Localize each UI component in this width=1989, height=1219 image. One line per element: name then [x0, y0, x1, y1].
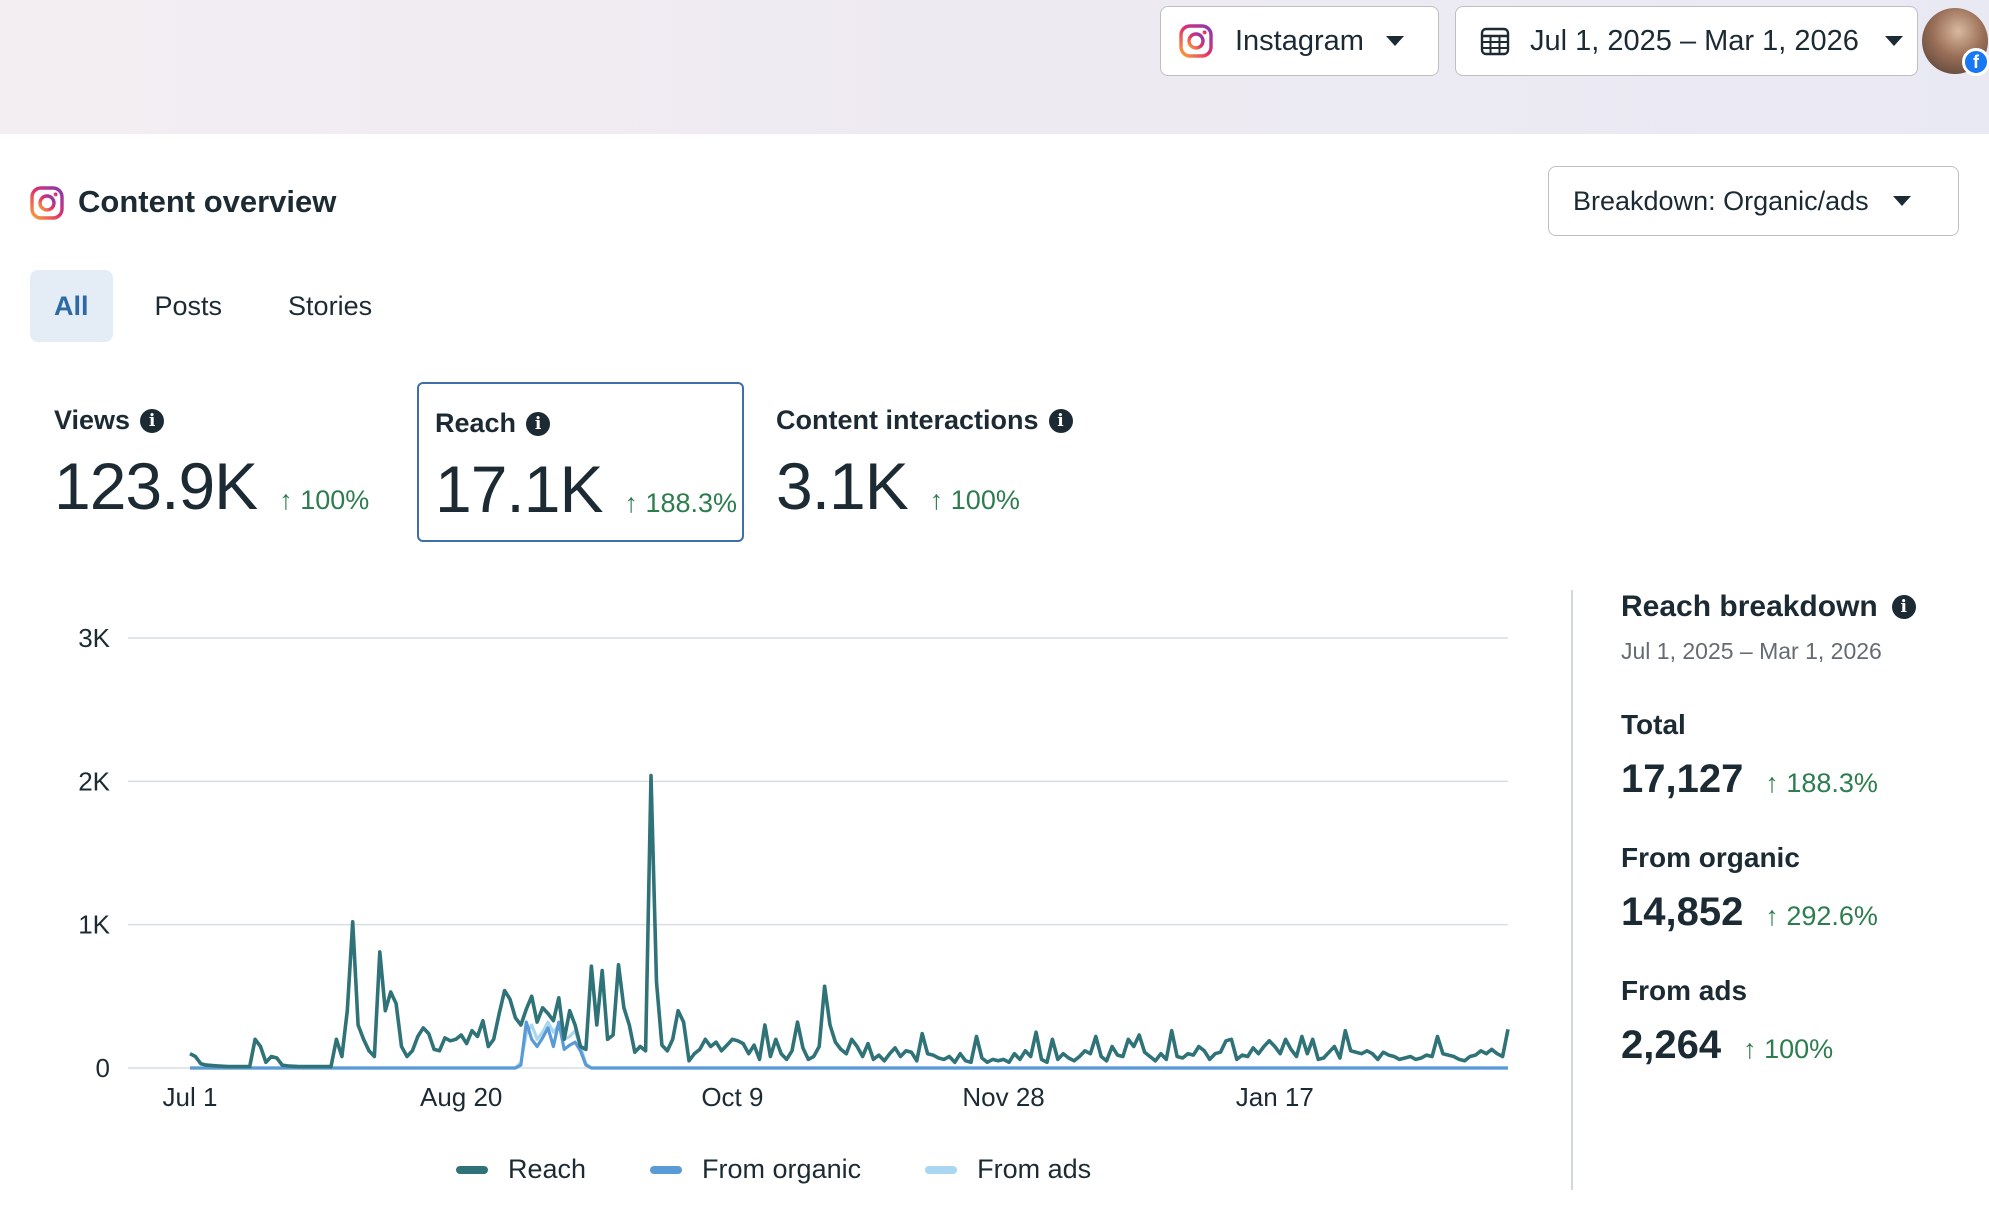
reach-metric-card[interactable]: Reach i 17.1K ↑ 188.3% [417, 382, 744, 542]
reach-value: 17.1K [435, 452, 603, 526]
total-value: 17,127 [1621, 757, 1744, 801]
reach-delta: ↑ 188.3% [624, 488, 738, 518]
instagram-icon [1179, 24, 1213, 58]
y-tick-label: 3K [78, 623, 110, 653]
x-tick-label: Nov 28 [962, 1082, 1044, 1112]
tab-stories[interactable]: Stories [288, 290, 373, 321]
interactions-metric-card[interactable]: Content interactions i 3.1K ↑ 100% [776, 405, 1073, 524]
legend-reach[interactable]: Reach [508, 1154, 587, 1184]
organic-label: From organic [1621, 842, 1800, 873]
organic-value: 14,852 [1621, 890, 1744, 934]
legend-swatch-ads [925, 1165, 958, 1174]
chevron-down-icon [1892, 196, 1911, 206]
reach-label: Reach [435, 408, 517, 438]
breakdown-title: Reach breakdown [1621, 590, 1878, 623]
facebook-icon: f [1962, 48, 1989, 76]
legend-ads[interactable]: From ads [977, 1154, 1092, 1184]
views-label: Views [54, 405, 131, 435]
instagram-icon [30, 186, 64, 225]
reach-breakdown-panel: Reach breakdown i Jul 1, 2025 – Mar 1, 20… [1621, 590, 1961, 1068]
x-tick-label: Jul 1 [163, 1082, 218, 1112]
calendar-icon [1480, 26, 1510, 56]
ads-label: From ads [1621, 975, 1748, 1006]
date-range-picker[interactable]: Jul 1, 2025 – Mar 1, 2026 [1455, 6, 1918, 76]
tab-posts[interactable]: Posts [154, 290, 223, 321]
y-tick-label: 0 [96, 1053, 110, 1083]
info-icon[interactable]: i [1048, 408, 1073, 433]
info-icon[interactable]: i [526, 411, 551, 436]
interactions-delta: ↑ 100% [929, 485, 1020, 515]
total-delta: ↑ 188.3% [1765, 768, 1878, 798]
interactions-value: 3.1K [776, 449, 909, 523]
interactions-label: Content interactions [776, 405, 1039, 435]
ads-value: 2,264 [1621, 1023, 1722, 1067]
breakdown-selector[interactable]: Breakdown: Organic/ads [1548, 166, 1959, 236]
views-metric-card[interactable]: Views i 123.9K ↑ 100% [54, 405, 369, 524]
platform-label: Instagram [1235, 24, 1364, 57]
breakdown-date-range: Jul 1, 2025 – Mar 1, 2026 [1621, 638, 1882, 664]
breakdown-label: Breakdown: Organic/ads [1573, 185, 1869, 216]
organic-delta: ↑ 292.6% [1765, 901, 1878, 931]
legend-swatch-reach [456, 1165, 488, 1174]
x-tick-label: Jan 17 [1236, 1082, 1314, 1112]
y-tick-label: 2K [78, 766, 110, 796]
content-tabs: All Posts Stories [30, 270, 414, 342]
series-line-from-organic[interactable] [190, 1020, 1508, 1070]
chart-legend: Reach From organic From ads [456, 1154, 1091, 1185]
top-bar: Instagram Jul 1, 2025 – Mar 1, 2026 f [0, 0, 1989, 134]
total-label: Total [1621, 709, 1686, 740]
legend-swatch-organic [650, 1165, 683, 1174]
y-tick-label: 1K [78, 910, 110, 940]
ads-delta: ↑ 100% [1743, 1034, 1834, 1064]
chevron-down-icon [1884, 36, 1903, 46]
content-overview-panel [0, 134, 1989, 1219]
series-line-reach[interactable] [189, 773, 1510, 1069]
x-tick-label: Aug 20 [420, 1082, 502, 1112]
reach-line-chart[interactable]: 0 1K 2K 3K Jul 1 Aug 20 Oct 9 Nov 28 Jan 17 [0, 600, 1540, 1180]
x-tick-label: Oct 9 [701, 1082, 763, 1112]
views-delta: ↑ 100% [279, 485, 370, 515]
page-title: Content overview [78, 184, 337, 219]
info-icon[interactable]: i [140, 408, 165, 433]
platform-selector[interactable]: Instagram [1160, 6, 1439, 76]
legend-organic[interactable]: From organic [702, 1154, 862, 1184]
info-icon[interactable]: i [1891, 595, 1916, 619]
chevron-down-icon [1385, 36, 1404, 46]
date-range-label: Jul 1, 2025 – Mar 1, 2026 [1530, 24, 1859, 57]
divider [1571, 590, 1573, 1190]
tab-all[interactable]: All [30, 270, 113, 342]
views-value: 123.9K [54, 449, 258, 523]
